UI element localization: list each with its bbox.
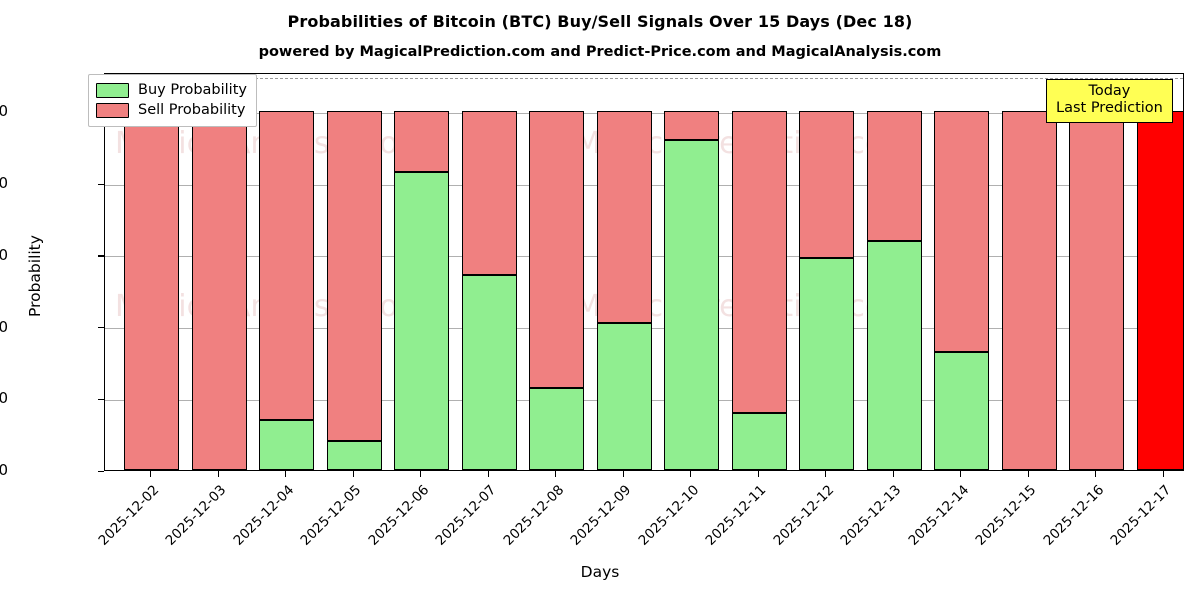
x-tick-mark — [622, 471, 624, 477]
bar-2025-12-02[interactable] — [124, 74, 180, 470]
today-annotation: Today Last Prediction — [1046, 79, 1173, 124]
bar-2025-12-09[interactable] — [596, 74, 652, 470]
y-tick-label: 20 — [0, 389, 8, 408]
today-annotation-line1: Today — [1088, 83, 1131, 99]
bar-segment-sell — [1136, 111, 1183, 470]
legend-item-buy: Buy Probability — [96, 80, 247, 100]
bar-segment-buy — [461, 274, 517, 470]
x-axis-label: Days — [580, 563, 620, 581]
x-tick-mark — [757, 471, 759, 477]
bar-segment-sell — [731, 111, 787, 413]
bar-2025-12-03[interactable] — [191, 74, 247, 470]
y-tick-mark — [98, 255, 104, 257]
legend-swatch-sell-icon — [96, 102, 129, 118]
y-tick-mark — [98, 183, 104, 185]
bar-segment-buy — [799, 258, 855, 470]
bar-segment-sell — [1069, 111, 1125, 470]
y-tick-label: 60 — [0, 245, 8, 264]
bar-segment-sell — [394, 111, 450, 173]
bar-segment-sell — [934, 111, 990, 352]
bar-2025-12-04[interactable] — [259, 74, 315, 470]
x-tick-mark — [1095, 471, 1097, 477]
x-tick-mark — [825, 471, 827, 477]
y-tick-label: 40 — [0, 317, 8, 336]
bar-segment-sell — [799, 111, 855, 259]
bar-2025-12-15[interactable] — [1001, 74, 1057, 470]
x-tick-mark — [487, 471, 489, 477]
legend-label-sell: Sell Probability — [138, 102, 246, 118]
x-tick-mark — [892, 471, 894, 477]
x-tick-mark — [555, 471, 557, 477]
chart-subtitle: powered by MagicalPrediction.com and Pre… — [258, 44, 942, 60]
bar-2025-12-05[interactable] — [326, 74, 382, 470]
x-tick-mark — [420, 471, 422, 477]
x-tick-mark — [690, 471, 692, 477]
bar-segment-sell — [124, 111, 180, 470]
bar-2025-12-14[interactable] — [934, 74, 990, 470]
bar-2025-12-13[interactable] — [866, 74, 922, 470]
legend: Buy Probability Sell Probability — [88, 74, 257, 127]
bar-segment-sell — [529, 111, 585, 388]
bar-2025-12-08[interactable] — [529, 74, 585, 470]
bar-2025-12-11[interactable] — [731, 74, 787, 470]
y-tick-label: 0 — [0, 461, 8, 479]
bar-2025-12-17[interactable] — [1136, 74, 1183, 470]
bar-segment-buy — [326, 441, 382, 470]
bar-2025-12-07[interactable] — [461, 74, 517, 470]
bar-segment-sell — [259, 111, 315, 420]
bar-segment-sell — [326, 111, 382, 442]
bar-segment-buy — [259, 419, 315, 470]
x-tick-mark — [1162, 471, 1164, 477]
legend-swatch-buy-icon — [96, 82, 129, 98]
bar-segment-sell — [664, 111, 720, 141]
bars-layer — [105, 74, 1183, 470]
plot-area: MagicalAnalysis.comMagicalPrediction.com… — [104, 73, 1184, 471]
y-tick-label: 80 — [0, 174, 8, 193]
x-tick-mark — [285, 471, 287, 477]
limit-line — [105, 77, 1183, 79]
bar-segment-buy — [664, 140, 720, 470]
y-tick-mark — [98, 398, 104, 400]
legend-item-sell: Sell Probability — [96, 100, 247, 120]
bar-segment-buy — [866, 240, 922, 470]
bar-segment-sell — [461, 111, 517, 275]
y-axis-label: Probability — [26, 235, 44, 317]
bar-segment-sell — [596, 111, 652, 323]
bar-2025-12-16[interactable] — [1069, 74, 1125, 470]
today-annotation-line2: Last Prediction — [1056, 100, 1163, 117]
y-tick-label: 100 — [0, 102, 8, 121]
x-tick-mark — [150, 471, 152, 477]
x-tick-mark — [1027, 471, 1029, 477]
bar-segment-buy — [934, 351, 990, 470]
x-tick-mark — [217, 471, 219, 477]
chart-title: Probabilities of Bitcoin (BTC) Buy/Sell … — [287, 12, 913, 31]
bar-2025-12-06[interactable] — [394, 74, 450, 470]
x-tick-mark — [960, 471, 962, 477]
bar-segment-buy — [731, 412, 787, 470]
bar-segment-buy — [529, 387, 585, 470]
y-tick-mark — [98, 470, 104, 472]
legend-label-buy: Buy Probability — [138, 82, 247, 98]
bar-segment-sell — [191, 111, 247, 470]
bar-2025-12-10[interactable] — [664, 74, 720, 470]
bar-segment-sell — [1001, 111, 1057, 470]
y-tick-mark — [98, 327, 104, 329]
bar-segment-buy — [596, 323, 652, 470]
x-tick-mark — [352, 471, 354, 477]
bar-segment-sell — [866, 111, 922, 241]
bar-2025-12-12[interactable] — [799, 74, 855, 470]
bar-segment-buy — [394, 172, 450, 470]
